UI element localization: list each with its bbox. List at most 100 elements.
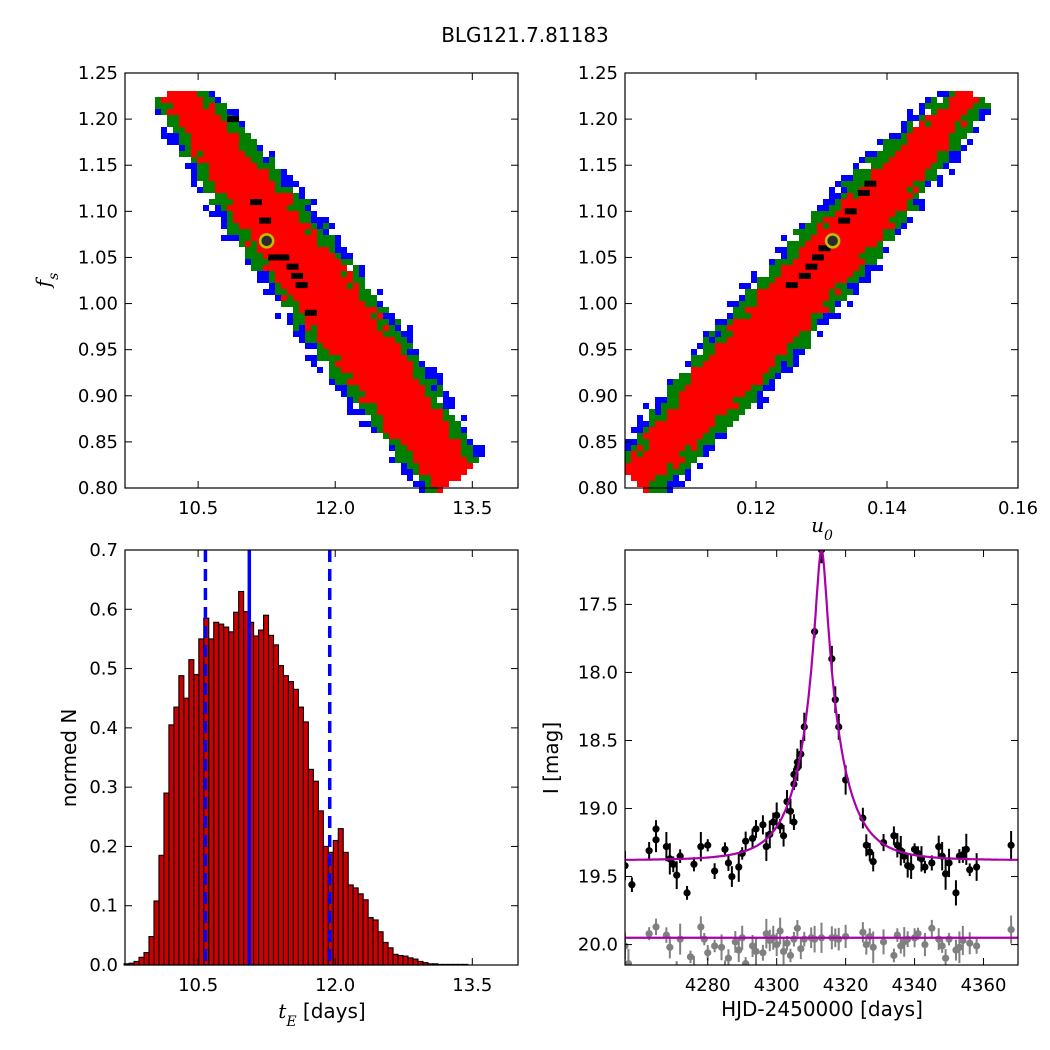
cell-1sigma	[287, 235, 293, 241]
cell-1sigma	[697, 421, 703, 427]
cell-1sigma	[703, 409, 709, 415]
cell-1sigma	[871, 235, 877, 241]
cell-1sigma	[281, 265, 287, 271]
cell-1sigma	[733, 385, 739, 391]
cell-1sigma	[353, 361, 359, 367]
cell-1sigma	[269, 259, 275, 265]
cell-1sigma	[377, 385, 383, 391]
cell-1sigma	[305, 223, 311, 229]
cell-1sigma	[775, 283, 781, 289]
cell-1sigma	[937, 145, 943, 151]
axes-frame	[624, 72, 1019, 489]
cell-2sigma	[745, 391, 751, 397]
cell-2sigma	[937, 151, 943, 157]
cell-2sigma	[661, 475, 667, 481]
cell-best	[249, 199, 256, 206]
cell-2sigma	[437, 403, 443, 409]
cell-2sigma	[341, 379, 347, 385]
cell-2sigma	[925, 103, 931, 109]
cell-1sigma	[233, 181, 239, 187]
cell-1sigma	[865, 229, 871, 235]
cell-2sigma	[269, 175, 275, 181]
cell-1sigma	[919, 145, 925, 151]
cell-1sigma	[655, 457, 661, 463]
histogram-bar	[402, 955, 409, 966]
cell-1sigma	[859, 235, 865, 241]
cell-2sigma	[227, 217, 233, 223]
cell-1sigma	[401, 433, 407, 439]
cell-1sigma	[781, 337, 787, 343]
cell-3sigma	[781, 361, 787, 367]
cell-2sigma	[179, 133, 185, 139]
cell-1sigma	[383, 385, 389, 391]
cell-3sigma	[191, 181, 197, 187]
cell-1sigma	[413, 379, 419, 385]
cell-1sigma	[197, 133, 203, 139]
cell-1sigma	[907, 151, 913, 157]
cell-1sigma	[817, 289, 823, 295]
cell-1sigma	[823, 277, 829, 283]
cell-1sigma	[275, 199, 281, 205]
cell-1sigma	[721, 343, 727, 349]
cell-1sigma	[931, 145, 937, 151]
cell-2sigma	[847, 181, 853, 187]
cell-1sigma	[871, 199, 877, 205]
cell-2sigma	[275, 187, 281, 193]
cell-1sigma	[263, 265, 269, 271]
cell-1sigma	[697, 379, 703, 385]
cell-1sigma	[655, 445, 661, 451]
cell-3sigma	[335, 235, 341, 241]
cell-2sigma	[311, 325, 317, 331]
cell-3sigma	[461, 427, 467, 433]
cell-1sigma	[805, 307, 811, 313]
cell-3sigma	[395, 325, 401, 331]
cell-1sigma	[221, 181, 227, 187]
cell-1sigma	[829, 217, 835, 223]
cell-3sigma	[221, 223, 227, 229]
cell-2sigma	[251, 247, 257, 253]
cell-1sigma	[919, 175, 925, 181]
cell-1sigma	[673, 427, 679, 433]
cell-1sigma	[221, 169, 227, 175]
cell-3sigma	[305, 355, 311, 361]
cell-2sigma	[209, 187, 215, 193]
cell-1sigma	[299, 223, 305, 229]
cell-1sigma	[841, 265, 847, 271]
cell-1sigma	[697, 397, 703, 403]
residual-point	[945, 935, 953, 943]
cell-1sigma	[401, 397, 407, 403]
cell-1sigma	[727, 379, 733, 385]
y-tick-label: 1.00	[578, 294, 618, 315]
cell-1sigma	[227, 145, 233, 151]
cell-2sigma	[925, 121, 931, 127]
cell-3sigma	[263, 157, 269, 163]
cell-2sigma	[263, 163, 269, 169]
residual-point	[711, 942, 719, 950]
cell-1sigma	[673, 445, 679, 451]
cell-1sigma	[407, 397, 413, 403]
cell-2sigma	[443, 409, 449, 415]
cell-1sigma	[329, 301, 335, 307]
cell-3sigma	[661, 397, 667, 403]
cell-1sigma	[413, 397, 419, 403]
cell-3sigma	[685, 361, 691, 367]
cell-2sigma	[257, 151, 263, 157]
cell-1sigma	[227, 163, 233, 169]
cell-1sigma	[275, 235, 281, 241]
cell-1sigma	[419, 427, 425, 433]
cell-2sigma	[239, 139, 245, 145]
cell-2sigma	[667, 403, 673, 409]
cell-best	[291, 272, 298, 279]
cell-1sigma	[787, 337, 793, 343]
cell-3sigma	[431, 367, 437, 373]
cell-2sigma	[305, 337, 311, 343]
cell-1sigma	[215, 175, 221, 181]
cell-1sigma	[631, 451, 637, 457]
cell-1sigma	[365, 367, 371, 373]
cell-1sigma	[859, 241, 865, 247]
cell-3sigma	[407, 337, 413, 343]
cell-2sigma	[955, 121, 961, 127]
cell-2sigma	[269, 277, 275, 283]
cell-1sigma	[443, 427, 449, 433]
cell-2sigma	[317, 343, 323, 349]
